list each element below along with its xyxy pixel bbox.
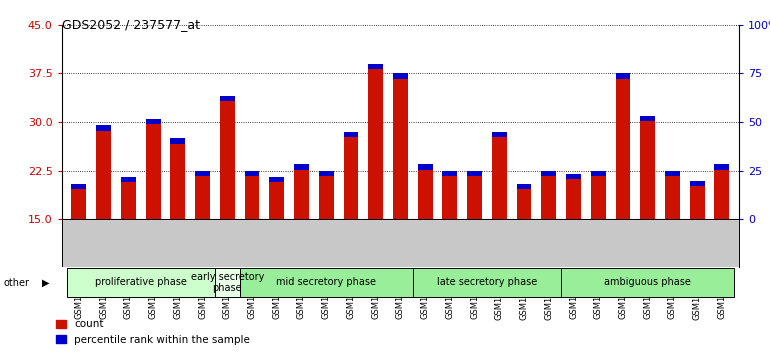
Bar <box>220 96 235 219</box>
Bar <box>368 64 383 219</box>
Bar <box>270 177 284 219</box>
Text: proliferative phase: proliferative phase <box>95 277 186 287</box>
Bar <box>443 171 457 219</box>
Bar <box>665 171 680 176</box>
Bar <box>615 73 631 79</box>
FancyBboxPatch shape <box>239 268 413 297</box>
FancyBboxPatch shape <box>561 268 735 297</box>
Bar <box>146 119 160 124</box>
Bar <box>343 132 358 137</box>
Bar <box>492 132 507 137</box>
Bar <box>121 177 136 219</box>
Text: early secretory
phase: early secretory phase <box>191 272 264 293</box>
Bar <box>641 116 655 219</box>
Text: ambiguous phase: ambiguous phase <box>604 277 691 287</box>
Bar <box>417 164 433 219</box>
Bar <box>195 171 210 176</box>
Bar <box>665 171 680 219</box>
FancyBboxPatch shape <box>66 268 215 297</box>
Bar <box>146 119 160 219</box>
Bar <box>715 164 729 219</box>
Bar <box>72 184 86 189</box>
Bar <box>170 138 186 144</box>
Bar <box>195 171 210 219</box>
Text: GDS2052 / 237577_at: GDS2052 / 237577_at <box>62 18 199 31</box>
Text: ▶: ▶ <box>42 278 49 288</box>
Bar <box>566 174 581 219</box>
Bar <box>467 171 482 176</box>
Bar <box>245 171 259 219</box>
Bar <box>121 177 136 183</box>
Bar <box>517 184 531 219</box>
Bar <box>715 164 729 170</box>
Bar <box>417 164 433 170</box>
Text: late secretory phase: late secretory phase <box>437 277 537 287</box>
Bar <box>641 116 655 121</box>
Bar <box>591 171 606 219</box>
Legend: count, percentile rank within the sample: count, percentile rank within the sample <box>52 315 254 349</box>
Bar <box>492 132 507 219</box>
Bar <box>270 177 284 183</box>
Bar <box>220 96 235 101</box>
Bar <box>170 138 186 219</box>
Text: other: other <box>4 278 30 288</box>
Bar <box>541 171 556 219</box>
Bar <box>72 184 86 219</box>
Text: mid secretory phase: mid secretory phase <box>276 277 377 287</box>
Bar <box>467 171 482 219</box>
Bar <box>591 171 606 176</box>
Bar <box>368 64 383 69</box>
Bar <box>319 171 333 176</box>
Bar <box>517 184 531 189</box>
Bar <box>541 171 556 176</box>
Bar <box>343 132 358 219</box>
Bar <box>690 181 705 219</box>
Bar <box>393 73 408 219</box>
Bar <box>294 164 309 170</box>
Bar <box>96 125 111 219</box>
Bar <box>96 125 111 131</box>
Bar <box>294 164 309 219</box>
Bar <box>690 181 705 186</box>
Bar <box>443 171 457 176</box>
Bar <box>245 171 259 176</box>
Bar <box>566 174 581 179</box>
FancyBboxPatch shape <box>215 268 239 297</box>
Bar <box>393 73 408 79</box>
Bar <box>615 73 631 219</box>
Bar <box>319 171 333 219</box>
FancyBboxPatch shape <box>413 268 561 297</box>
